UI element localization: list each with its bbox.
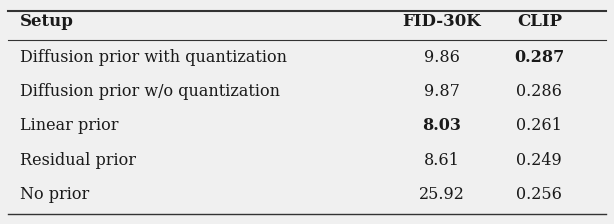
Text: 0.256: 0.256: [516, 186, 562, 203]
Text: 25.92: 25.92: [419, 186, 464, 203]
Text: 8.03: 8.03: [422, 117, 461, 134]
Text: 0.249: 0.249: [516, 152, 562, 169]
Text: Diffusion prior w/o quantization: Diffusion prior w/o quantization: [20, 83, 280, 100]
Text: 0.287: 0.287: [514, 49, 564, 66]
Text: 0.261: 0.261: [516, 117, 562, 134]
Text: No prior: No prior: [20, 186, 89, 203]
Text: 8.61: 8.61: [424, 152, 459, 169]
Text: 9.86: 9.86: [424, 49, 459, 66]
Text: CLIP: CLIP: [517, 13, 562, 30]
Text: 0.286: 0.286: [516, 83, 562, 100]
Text: Residual prior: Residual prior: [20, 152, 136, 169]
Text: Setup: Setup: [20, 13, 74, 30]
Text: Linear prior: Linear prior: [20, 117, 119, 134]
Text: FID-30K: FID-30K: [402, 13, 481, 30]
Text: 9.87: 9.87: [424, 83, 459, 100]
Text: Diffusion prior with quantization: Diffusion prior with quantization: [20, 49, 287, 66]
